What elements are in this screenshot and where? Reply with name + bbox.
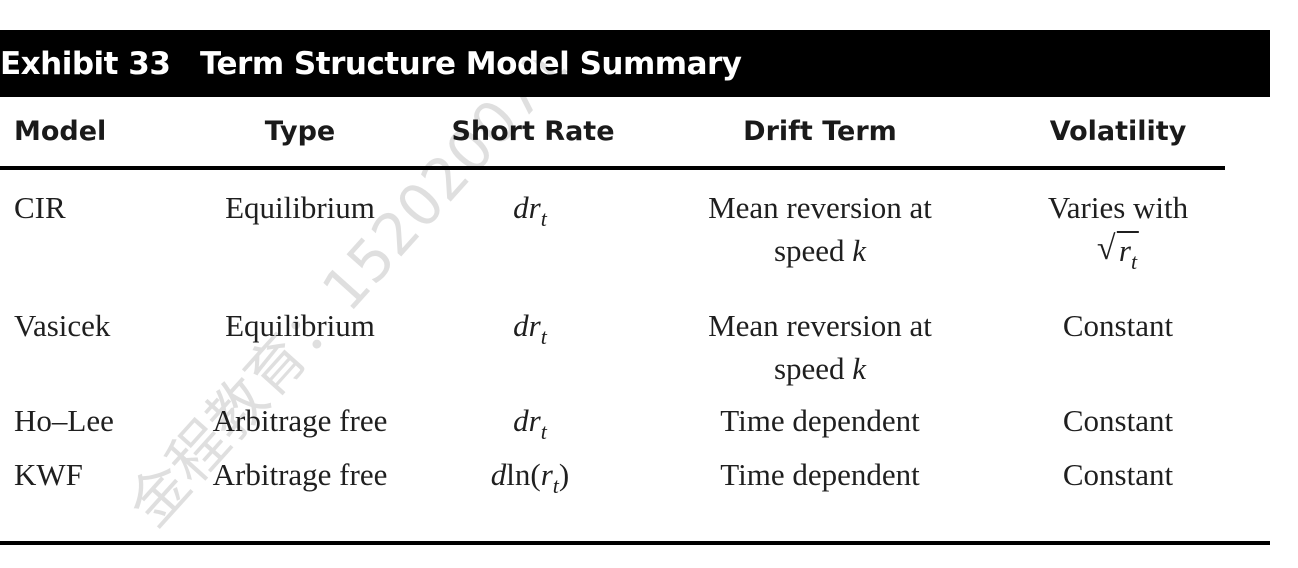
header-volatility: Volatility [1049, 116, 1187, 147]
exhibit-label: Exhibit 33 [0, 46, 171, 82]
cell-volatility-ho-lee: Constant [1062, 403, 1174, 438]
bottom-rule [0, 541, 1270, 545]
header-model: Model [14, 116, 107, 147]
cell-model-cir: CIR [14, 190, 66, 225]
cell-model-kwf: KWF [14, 457, 83, 492]
cell-type-ho-lee: Arbitrage free [212, 403, 388, 438]
sqrt-symbol: √ rt [1096, 230, 1140, 274]
cell-type-cir: Equilibrium [225, 190, 375, 225]
cell-type-vasicek: Equilibrium [225, 308, 375, 343]
cell-model-vasicek: Vasicek [14, 308, 111, 343]
cell-short-rate-vasicek: drt [513, 308, 547, 349]
cell-drift-cir: Mean reversion at speed k [708, 190, 932, 268]
exhibit-title-bar: Exhibit 33 Term Structure Model Summary [0, 30, 1270, 97]
cell-drift-kwf: Time dependent [720, 457, 920, 492]
header-drift-term: Drift Term [743, 116, 897, 147]
cell-drift-vasicek: Mean reversion at speed k [708, 308, 932, 386]
header-rule [0, 166, 1225, 170]
cell-model-ho-lee: Ho–Lee [14, 403, 114, 438]
cell-drift-ho-lee: Time dependent [720, 403, 920, 438]
exhibit-title: Term Structure Model Summary [200, 46, 742, 82]
cell-short-rate-kwf: dln(rt) [490, 457, 570, 498]
header-type: Type [264, 116, 336, 147]
cell-short-rate-ho-lee: drt [513, 403, 547, 444]
cell-volatility-kwf: Constant [1062, 457, 1174, 492]
cell-type-kwf: Arbitrage free [212, 457, 388, 492]
cell-volatility-vasicek: Constant [1062, 308, 1174, 343]
cell-short-rate-cir: drt [513, 190, 547, 231]
watermark: 金程教育：1520200713 [115, 60, 607, 539]
header-short-rate: Short Rate [451, 116, 615, 147]
cell-volatility-cir: Varies with √ rt [1048, 186, 1188, 283]
